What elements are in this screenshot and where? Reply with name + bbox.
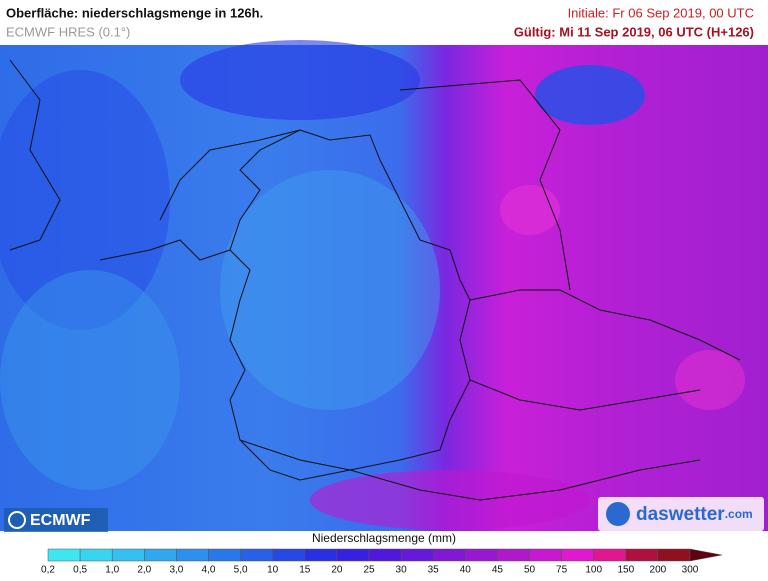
model-name: ECMWF HRES (0.1°) — [6, 24, 130, 39]
precip-area — [0, 270, 180, 490]
legend-label: 2,0 — [137, 565, 151, 576]
border — [469, 289, 741, 361]
legend-swatch — [465, 548, 498, 562]
legend-label: 3,0 — [169, 565, 183, 576]
map-title: Oberfläche: niederschlagsmenge in 126h. — [6, 5, 263, 20]
precip-area — [220, 170, 440, 410]
legend-label: 75 — [556, 565, 568, 576]
coast — [9, 59, 61, 251]
precip-area — [500, 185, 560, 235]
legend-swatch — [272, 548, 306, 562]
legend-swatch — [47, 548, 81, 562]
legend-arrow — [689, 548, 723, 562]
legend-label: 1,0 — [105, 565, 119, 576]
logo-icon — [8, 511, 26, 529]
valid-time: Gültig: Mi 11 Sep 2019, 06 UTC (H+126) — [514, 24, 754, 39]
coast — [159, 129, 301, 221]
legend-title: Niederschlagsmenge (mm) — [312, 531, 456, 545]
legend-swatch — [593, 548, 627, 562]
logo-text: ECMWF — [30, 512, 91, 529]
legend-label: 30 — [396, 565, 408, 576]
legend-swatch — [304, 548, 338, 562]
logo-text: daswetter.com — [636, 504, 753, 525]
border — [239, 439, 701, 501]
legend-label: 150 — [617, 565, 634, 576]
border — [399, 79, 571, 291]
legend-swatch — [625, 548, 659, 562]
legend-swatch — [176, 548, 209, 562]
legend-swatch — [561, 548, 594, 562]
map — [0, 40, 768, 531]
legend-label: 35 — [428, 565, 440, 576]
legend-swatch — [657, 548, 691, 562]
legend-swatch — [79, 548, 113, 562]
legend-swatch — [368, 548, 402, 562]
ecmwf-logo: ECMWF — [4, 508, 108, 532]
legend-label: 10 — [267, 565, 279, 576]
precip-area — [180, 40, 420, 120]
legend-swatch — [336, 548, 370, 562]
legend-swatch — [208, 548, 241, 562]
legend-swatch — [111, 548, 145, 562]
legend-label: 0,2 — [41, 565, 55, 576]
legend-label: 200 — [650, 565, 667, 576]
precip-area — [0, 70, 170, 330]
legend-swatch — [144, 548, 177, 562]
border — [469, 379, 701, 411]
legend-label: 20 — [331, 565, 343, 576]
logo-bg — [4, 508, 108, 532]
legend-label: 50 — [524, 565, 536, 576]
logo-bg — [598, 497, 764, 531]
initial-time: Initiale: Fr 06 Sep 2019, 00 UTC — [568, 5, 754, 20]
precip-area — [535, 65, 645, 125]
daswetter-logo: daswetter.com — [598, 497, 764, 531]
legend-swatch — [497, 548, 530, 562]
border — [99, 239, 231, 261]
legend-label: 4,0 — [202, 565, 216, 576]
legend: 0,2 0,5 1,0 2,0 3,0 4,0 5,0 10 15 20 25 30 35 40 45 50 7… — [41, 548, 723, 576]
legend-label: 45 — [492, 565, 504, 576]
legend-swatch — [529, 548, 562, 562]
legend-label: 100 — [585, 565, 602, 576]
legend-swatch — [432, 548, 466, 562]
precip-area — [675, 350, 745, 410]
legend-label: 15 — [299, 565, 311, 576]
legend-swatch — [240, 548, 273, 562]
logo-icon — [606, 502, 630, 526]
legend-label: 300 — [682, 565, 699, 576]
legend-label: 25 — [363, 565, 375, 576]
legend-label: 40 — [460, 565, 472, 576]
legend-swatch — [400, 548, 434, 562]
legend-label: 5,0 — [234, 565, 248, 576]
precip-area — [310, 470, 590, 530]
legend-label: 0,5 — [73, 565, 87, 576]
borders — [9, 59, 741, 501]
